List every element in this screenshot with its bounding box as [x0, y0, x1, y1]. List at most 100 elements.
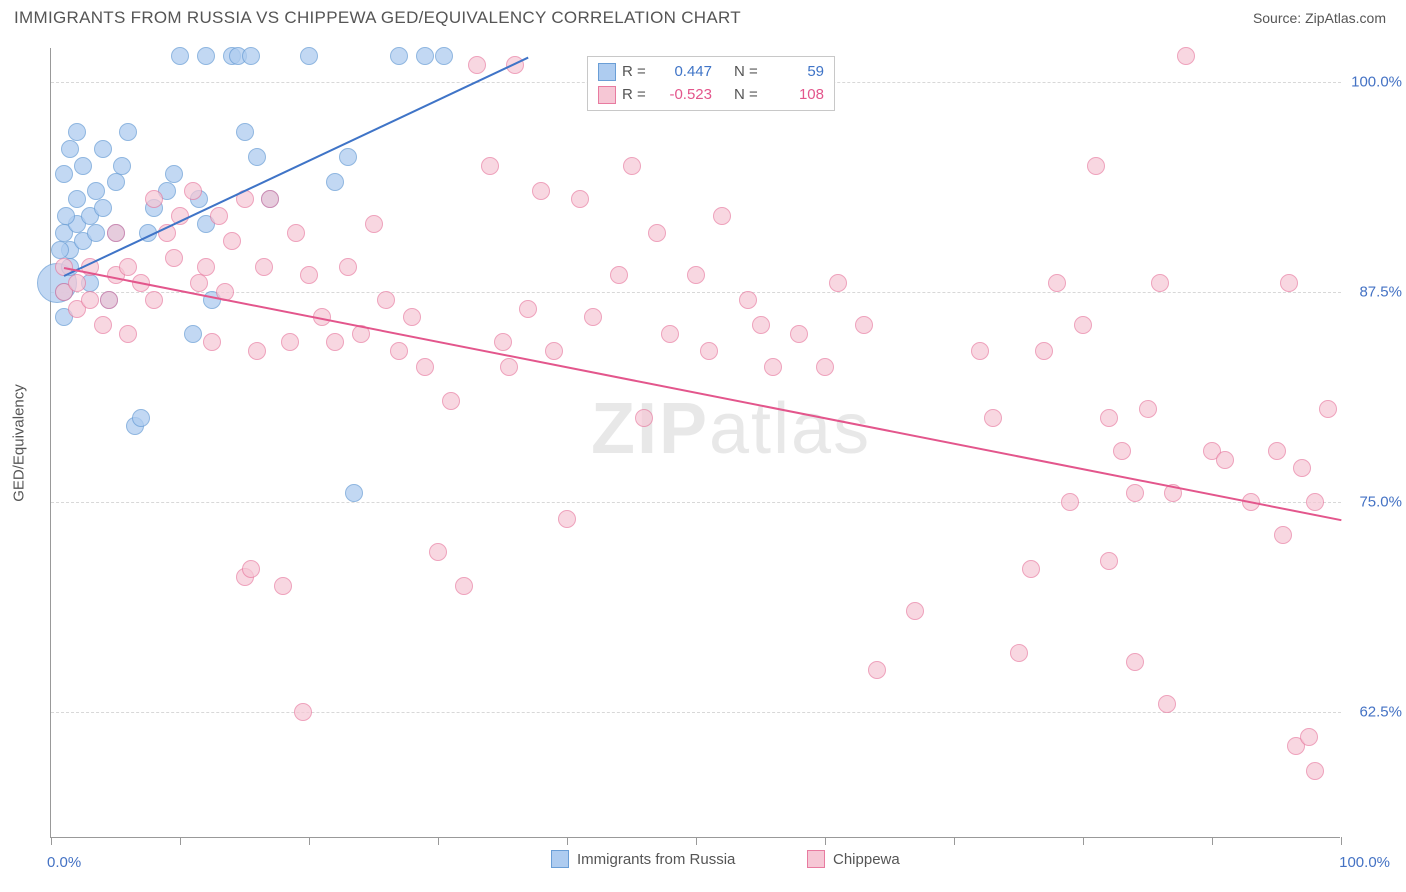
x-tick	[1341, 837, 1342, 845]
legend-swatch	[551, 850, 569, 868]
scatter-point	[687, 266, 705, 284]
source-label: Source: ZipAtlas.com	[1253, 10, 1386, 26]
scatter-point	[203, 333, 221, 351]
scatter-point	[500, 358, 518, 376]
scatter-point	[610, 266, 628, 284]
scatter-point	[752, 316, 770, 334]
scatter-point	[790, 325, 808, 343]
n-value: 59	[770, 61, 824, 84]
scatter-point	[197, 47, 215, 65]
scatter-point	[287, 224, 305, 242]
scatter-point	[87, 224, 105, 242]
scatter-point	[403, 308, 421, 326]
scatter-point	[1074, 316, 1092, 334]
scatter-point	[107, 224, 125, 242]
r-value: -0.523	[658, 84, 712, 107]
scatter-point	[165, 249, 183, 267]
gridline	[51, 502, 1341, 503]
scatter-point	[1158, 695, 1176, 713]
legend-swatch	[598, 86, 616, 104]
scatter-point	[906, 602, 924, 620]
scatter-point	[455, 577, 473, 595]
scatter-point	[274, 577, 292, 595]
scatter-point	[868, 661, 886, 679]
legend-swatch	[807, 850, 825, 868]
scatter-point	[984, 409, 1002, 427]
scatter-point	[300, 266, 318, 284]
x-tick	[567, 837, 568, 845]
chart-title: IMMIGRANTS FROM RUSSIA VS CHIPPEWA GED/E…	[14, 8, 741, 28]
scatter-point	[1100, 552, 1118, 570]
legend-label: Immigrants from Russia	[577, 851, 735, 868]
y-tick-label: 87.5%	[1346, 283, 1402, 300]
scatter-point	[255, 258, 273, 276]
scatter-point	[190, 274, 208, 292]
scatter-point	[339, 258, 357, 276]
scatter-point	[571, 190, 589, 208]
scatter-point	[390, 47, 408, 65]
scatter-point	[1126, 653, 1144, 671]
scatter-point	[248, 342, 266, 360]
x-tick-label: 100.0%	[1339, 854, 1390, 871]
y-tick-label: 75.0%	[1346, 493, 1402, 510]
x-tick	[696, 837, 697, 845]
scatter-point	[132, 409, 150, 427]
stats-legend-row: R =0.447N =59	[598, 61, 824, 84]
scatter-point	[1100, 409, 1118, 427]
scatter-point	[261, 190, 279, 208]
scatter-point	[1274, 526, 1292, 544]
scatter-point	[94, 140, 112, 158]
n-value: 108	[770, 84, 824, 107]
scatter-point	[442, 392, 460, 410]
scatter-point	[545, 342, 563, 360]
scatter-point	[532, 182, 550, 200]
scatter-point	[1126, 484, 1144, 502]
scatter-point	[435, 47, 453, 65]
scatter-point	[113, 157, 131, 175]
scatter-point	[51, 241, 69, 259]
scatter-point	[1022, 560, 1040, 578]
scatter-point	[171, 47, 189, 65]
scatter-point	[648, 224, 666, 242]
chart-container: GED/Equivalency ZIPatlas 62.5%75.0%87.5%…	[50, 48, 1390, 838]
r-label: R =	[622, 61, 652, 84]
scatter-point	[210, 207, 228, 225]
scatter-point	[377, 291, 395, 309]
scatter-point	[1061, 493, 1079, 511]
scatter-point	[558, 510, 576, 528]
scatter-point	[1306, 762, 1324, 780]
scatter-point	[236, 123, 254, 141]
series-legend-item: Immigrants from Russia	[551, 850, 735, 868]
scatter-point	[61, 140, 79, 158]
scatter-point	[1177, 47, 1195, 65]
scatter-point	[1216, 451, 1234, 469]
scatter-point	[184, 325, 202, 343]
scatter-point	[494, 333, 512, 351]
scatter-point	[468, 56, 486, 74]
scatter-point	[326, 333, 344, 351]
scatter-point	[713, 207, 731, 225]
scatter-point	[700, 342, 718, 360]
scatter-point	[223, 232, 241, 250]
scatter-point	[57, 207, 75, 225]
scatter-point	[100, 291, 118, 309]
scatter-point	[184, 182, 202, 200]
scatter-point	[429, 543, 447, 561]
scatter-point	[68, 274, 86, 292]
scatter-point	[281, 333, 299, 351]
scatter-point	[1319, 400, 1337, 418]
regression-line	[64, 267, 1341, 521]
scatter-point	[339, 148, 357, 166]
scatter-point	[55, 165, 73, 183]
scatter-point	[971, 342, 989, 360]
gridline	[51, 292, 1341, 293]
scatter-point	[584, 308, 602, 326]
scatter-point	[661, 325, 679, 343]
scatter-point	[94, 316, 112, 334]
scatter-point	[119, 258, 137, 276]
scatter-point	[829, 274, 847, 292]
y-axis-label: GED/Equivalency	[11, 384, 28, 502]
scatter-point	[68, 123, 86, 141]
x-tick	[309, 837, 310, 845]
scatter-point	[635, 409, 653, 427]
